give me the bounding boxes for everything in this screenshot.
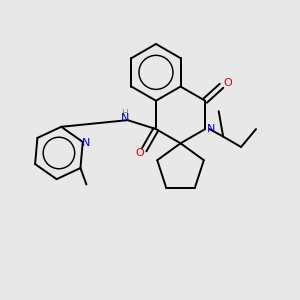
Text: H: H	[121, 109, 128, 118]
Text: O: O	[135, 148, 144, 158]
Text: N: N	[82, 138, 91, 148]
Text: O: O	[224, 78, 233, 88]
Text: N: N	[120, 113, 129, 123]
Text: N: N	[207, 124, 215, 134]
